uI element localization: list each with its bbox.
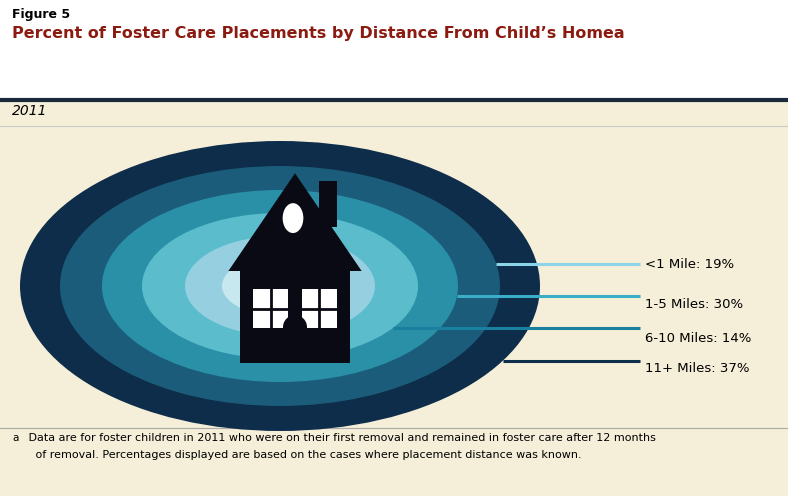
Text: 2011: 2011	[12, 104, 47, 118]
Text: 1-5 Miles: 30%: 1-5 Miles: 30%	[645, 298, 743, 310]
Bar	[283, 327, 307, 363]
Ellipse shape	[185, 236, 375, 336]
Bar	[319, 182, 337, 227]
Ellipse shape	[102, 190, 458, 382]
Text: Percent of Foster Care Placements by Distance From Child’s Homea: Percent of Foster Care Placements by Dis…	[12, 26, 625, 41]
Text: a: a	[12, 433, 18, 443]
Ellipse shape	[283, 315, 307, 339]
Bar	[240, 271, 350, 363]
Text: Figure 5: Figure 5	[12, 8, 70, 21]
Bar	[0, 0, 788, 100]
Ellipse shape	[20, 141, 540, 431]
Text: of removal. Percentages displayed are based on the cases where placement distanc: of removal. Percentages displayed are ba…	[25, 450, 582, 460]
Text: Data are for foster children in 2011 who were on their first removal and remaine: Data are for foster children in 2011 who…	[25, 433, 656, 443]
Text: 6-10 Miles: 14%: 6-10 Miles: 14%	[645, 331, 752, 345]
Bar	[302, 289, 336, 328]
Ellipse shape	[252, 271, 308, 301]
Ellipse shape	[222, 256, 338, 316]
Bar	[254, 289, 288, 328]
Ellipse shape	[142, 213, 418, 359]
Polygon shape	[229, 173, 362, 271]
Ellipse shape	[60, 166, 500, 406]
Ellipse shape	[283, 203, 303, 233]
Text: <1 Mile: 19%: <1 Mile: 19%	[645, 257, 734, 270]
Text: 11+ Miles: 37%: 11+ Miles: 37%	[645, 362, 749, 374]
